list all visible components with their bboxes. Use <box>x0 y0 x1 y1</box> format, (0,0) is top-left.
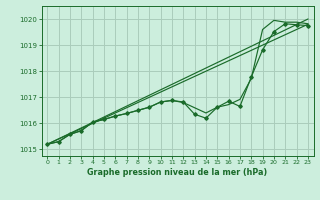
X-axis label: Graphe pression niveau de la mer (hPa): Graphe pression niveau de la mer (hPa) <box>87 168 268 177</box>
